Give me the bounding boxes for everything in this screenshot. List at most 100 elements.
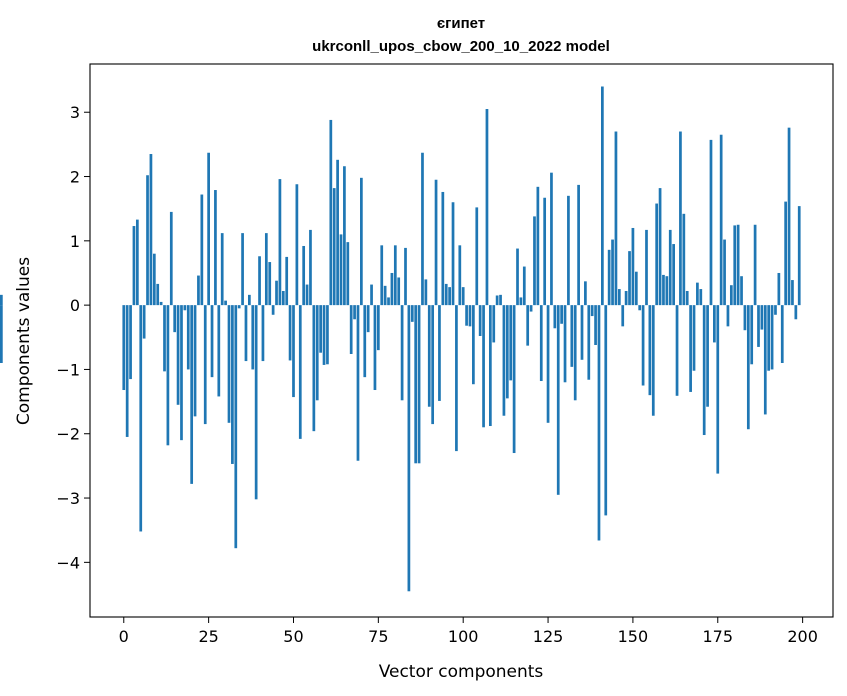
bar [193,305,197,417]
bar [631,227,635,306]
bar [563,305,567,383]
chart-subtitle: ukrconll_upos_cbow_200_10_2022 model [312,38,610,55]
bar [414,305,418,464]
bar [648,305,652,396]
bar [336,159,339,306]
x-tick-label: 75 [368,627,388,646]
bar [689,305,692,392]
bar [319,305,322,353]
bar [275,280,278,306]
bar [315,305,319,401]
bar [455,305,458,452]
bar [434,179,438,306]
bar [679,131,682,306]
bar [655,203,659,306]
bar [584,281,587,306]
bar [139,305,143,532]
y-tick-label: −1 [56,360,80,379]
x-tick-label: 0 [119,627,129,646]
bar [366,305,370,333]
bar [258,256,261,306]
bar [431,305,435,425]
bar [203,305,207,425]
bar [777,272,781,306]
bar [472,305,475,385]
bar [567,195,570,306]
bar [152,253,156,306]
bar [298,305,302,439]
bar [529,305,533,312]
x-tick-label: 100 [448,627,479,646]
bar [621,305,625,327]
bar [146,175,149,306]
bar [281,290,285,306]
bar [536,186,540,306]
bar [495,295,499,306]
bar [268,262,272,306]
bar [302,245,306,306]
bar [197,275,200,306]
bar [397,277,401,306]
bar [129,305,132,380]
x-tick-label: 150 [618,627,649,646]
x-tick-label: 200 [787,627,818,646]
bar [767,305,771,371]
bar [709,139,713,306]
bar [692,305,696,371]
bar [417,305,421,464]
bar [0,294,3,306]
bar [641,305,645,386]
x-axis-ticks: 0 25 50 75 100 125 150 175 200 [119,617,818,646]
bar [696,282,699,306]
bar [699,289,703,306]
bar [685,290,689,306]
bar [264,233,268,306]
bar [604,305,608,516]
bar [526,305,530,346]
bar [628,251,631,306]
bar [278,179,282,306]
bar [169,211,173,306]
x-tick-label: 125 [533,627,564,646]
bar [770,305,774,370]
bar [668,229,672,306]
bar [522,266,526,306]
bar [573,305,577,401]
bar [373,305,377,391]
bar [624,290,628,306]
bar [288,305,292,361]
bar [478,305,482,336]
bar [746,305,750,430]
bar [546,305,550,423]
bar [312,305,316,432]
bar [244,305,248,362]
bar [295,184,299,306]
bar [329,119,333,306]
bar [142,305,146,339]
bar [410,305,414,322]
bar [261,305,265,362]
bar [753,224,757,306]
bar [390,272,394,306]
bar [387,297,390,306]
bar [488,305,492,427]
bar [580,305,584,360]
bar [346,242,350,306]
bar [332,188,336,306]
y-axis-ticks: −4 −3 −2 −1 0 1 2 3 [56,103,90,572]
bar [740,276,743,306]
bar [750,305,754,365]
bar [441,191,445,306]
bar [292,305,295,398]
bar [645,229,648,306]
plot-frame [89,63,834,618]
bar [502,305,506,416]
bar [380,245,384,306]
bar [122,305,126,391]
bar [723,239,726,306]
bar [760,305,764,330]
bar [339,234,343,306]
bar [499,294,502,306]
bar [794,305,798,320]
